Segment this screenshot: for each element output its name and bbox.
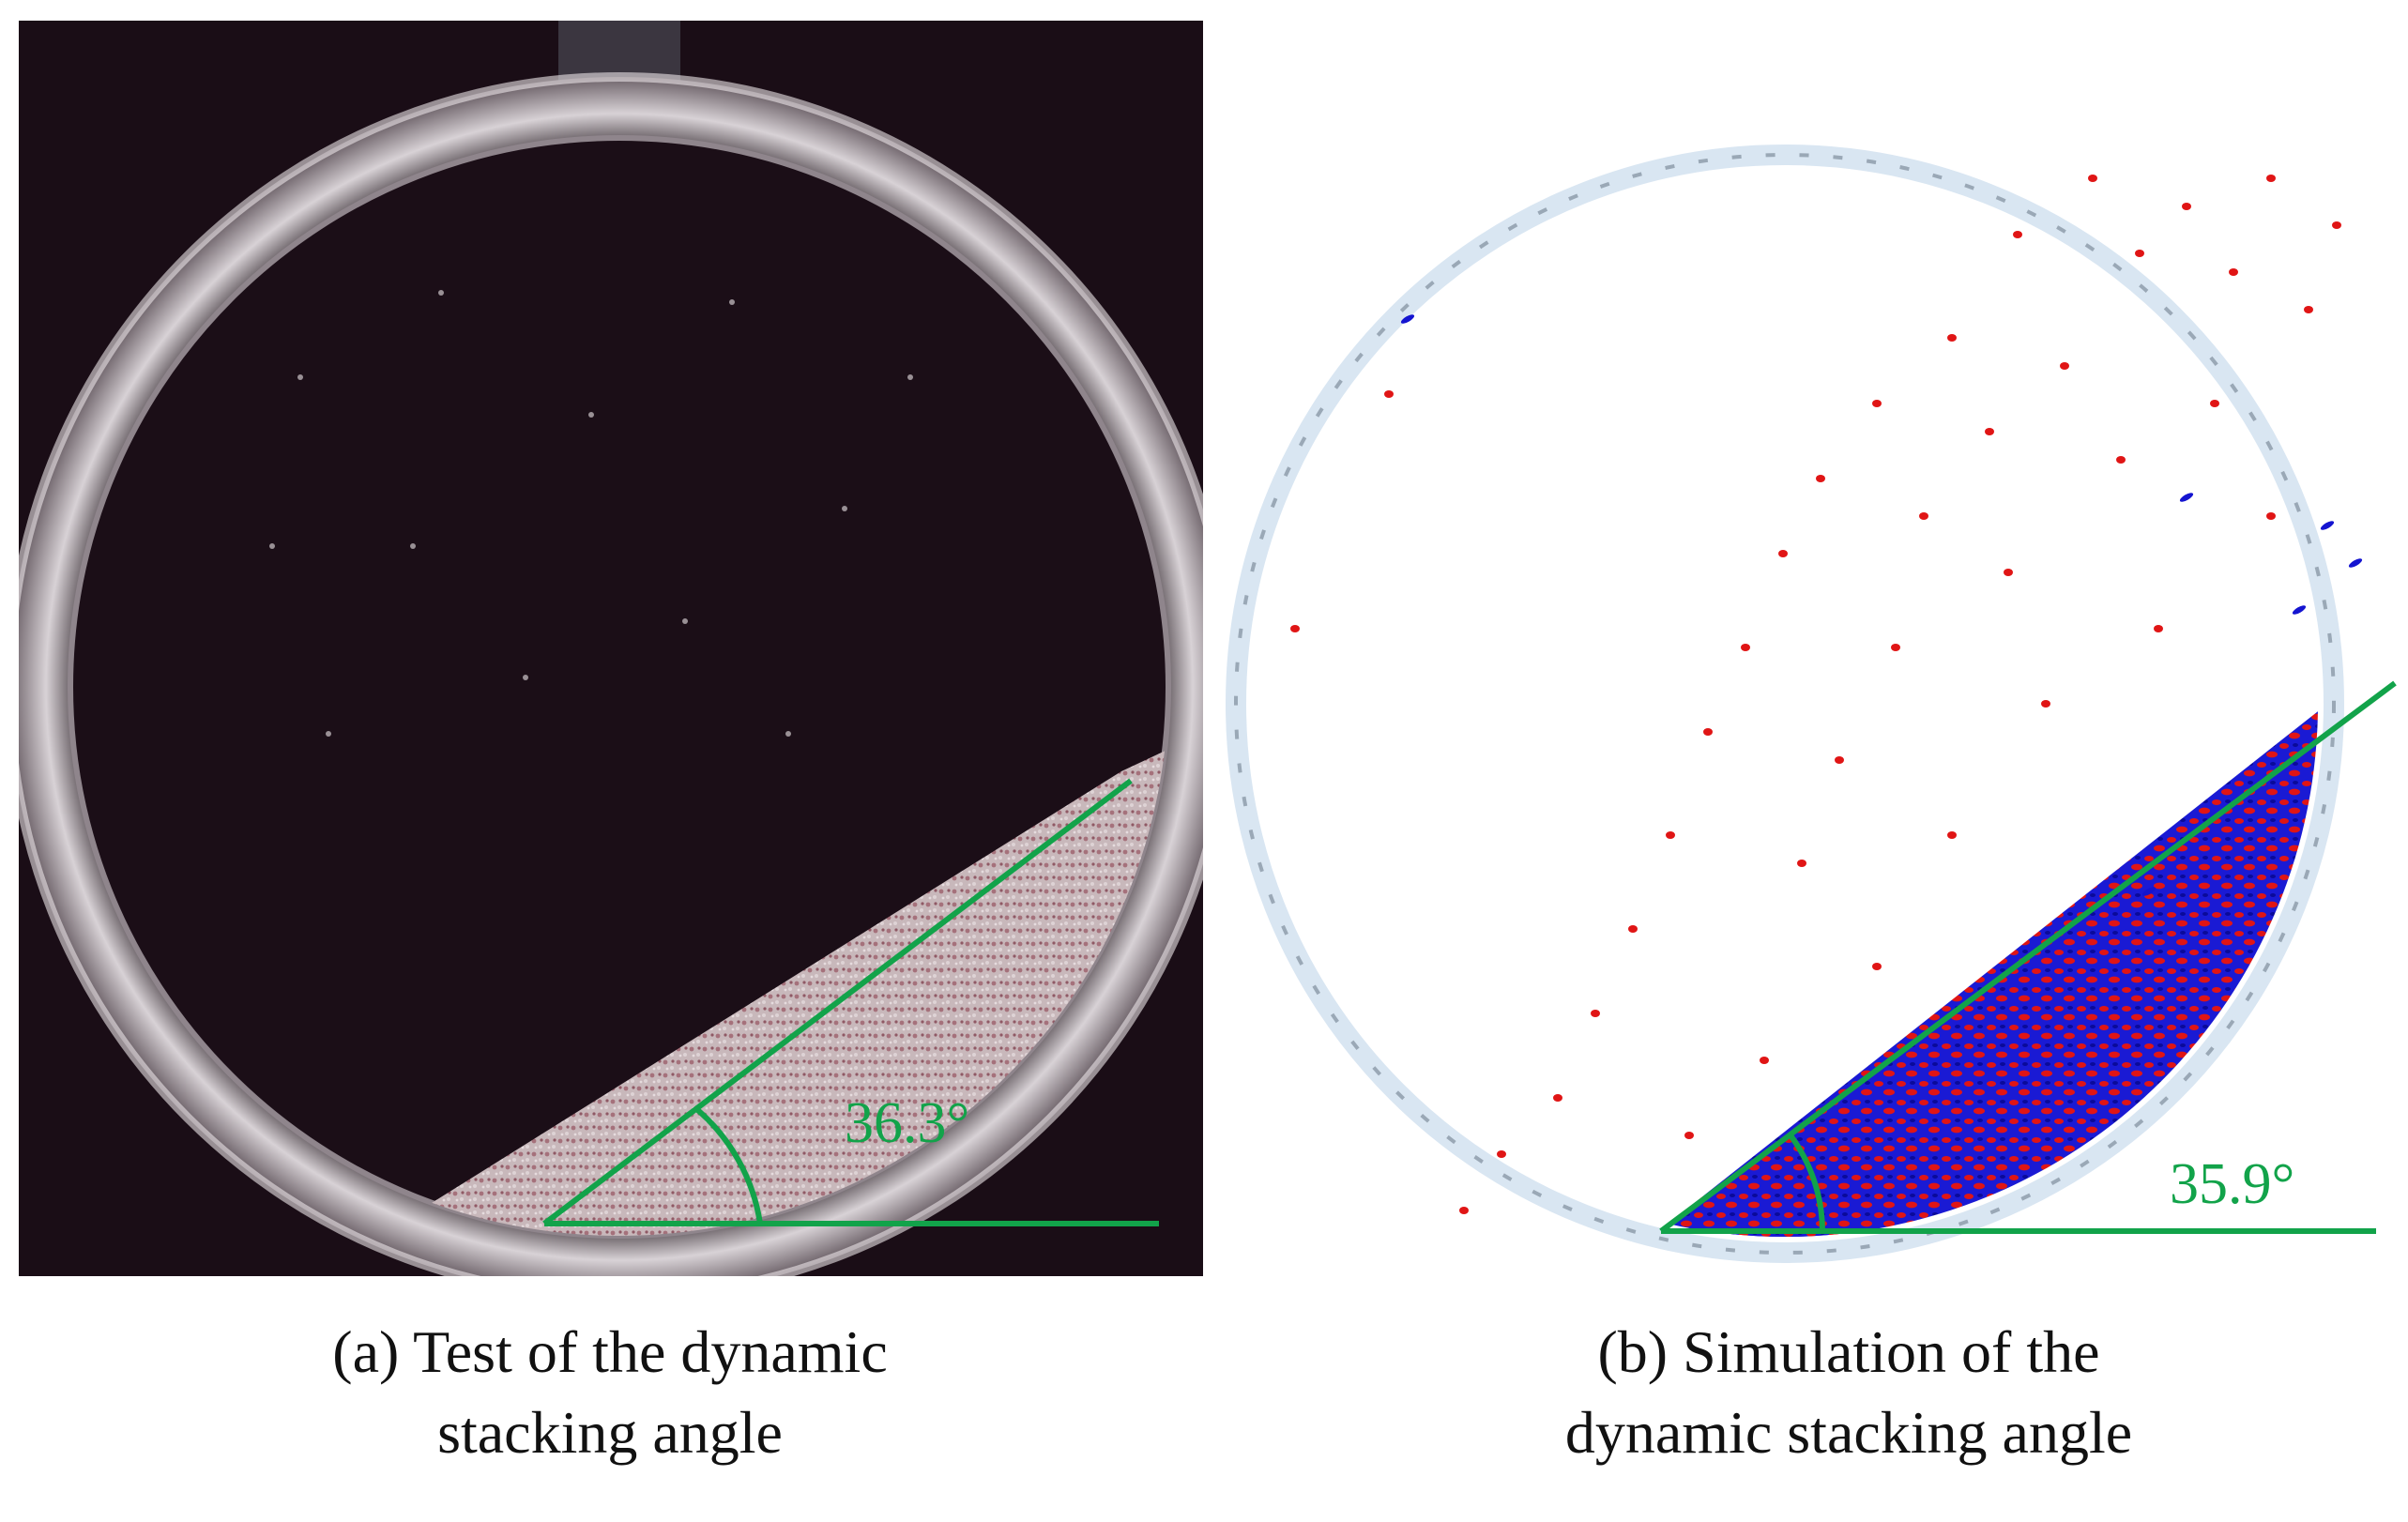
simulation-figure: 35.9°	[1226, 145, 2397, 1263]
slope-line-sim	[1659, 680, 2397, 1234]
scattered-particles	[1290, 175, 2341, 1214]
test-photo-panel: 36.3°	[19, 21, 1203, 1276]
floating-particles	[269, 290, 913, 737]
test-photo: 36.3°	[19, 21, 1203, 1276]
caption-simulation: (b) Simulation of the dynamic stacking a…	[1389, 1312, 2309, 1473]
angle-arc	[693, 1104, 763, 1225]
blue-particles	[1400, 314, 2363, 896]
caption-test-line2: stacking angle	[437, 1399, 783, 1466]
slope-line	[542, 778, 1133, 1226]
caption-test-line1: (a) Test of the dynamic	[332, 1318, 888, 1385]
drum-lifters	[1234, 153, 2336, 1255]
angle-label-test: 36.3°	[845, 1091, 969, 1155]
caption-simulation-line2: dynamic stacking angle	[1564, 1399, 2133, 1466]
caption-test: (a) Test of the dynamic stacking angle	[150, 1312, 1070, 1473]
simulation-panel: 35.9°	[1220, 122, 2402, 1286]
simulated-drum-rim	[1226, 145, 2344, 1263]
angle-arc-sim	[1788, 1134, 1825, 1232]
angle-label-simulation: 35.9°	[2170, 1152, 2294, 1216]
caption-simulation-line1: (b) Simulation of the	[1597, 1318, 2100, 1385]
